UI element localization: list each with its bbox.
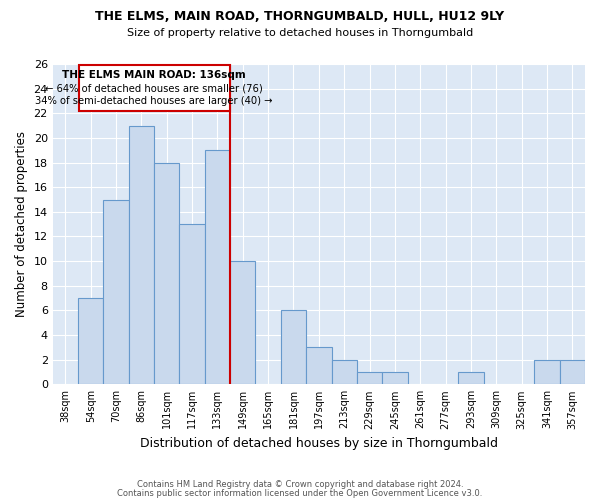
- Text: Size of property relative to detached houses in Thorngumbald: Size of property relative to detached ho…: [127, 28, 473, 38]
- Bar: [154, 162, 179, 384]
- Bar: [306, 348, 332, 385]
- Text: ← 64% of detached houses are smaller (76): ← 64% of detached houses are smaller (76…: [45, 83, 263, 93]
- Bar: [179, 224, 205, 384]
- Bar: [382, 372, 407, 384]
- Text: THE ELMS MAIN ROAD: 136sqm: THE ELMS MAIN ROAD: 136sqm: [62, 70, 246, 81]
- Bar: [230, 261, 256, 384]
- Bar: [129, 126, 154, 384]
- Text: Contains public sector information licensed under the Open Government Licence v3: Contains public sector information licen…: [118, 488, 482, 498]
- Bar: [458, 372, 484, 384]
- Bar: [357, 372, 382, 384]
- Bar: [78, 298, 103, 384]
- Bar: [560, 360, 585, 384]
- Y-axis label: Number of detached properties: Number of detached properties: [15, 131, 28, 317]
- Text: 34% of semi-detached houses are larger (40) →: 34% of semi-detached houses are larger (…: [35, 96, 273, 106]
- Bar: [103, 200, 129, 384]
- FancyBboxPatch shape: [79, 65, 230, 111]
- X-axis label: Distribution of detached houses by size in Thorngumbald: Distribution of detached houses by size …: [140, 437, 498, 450]
- Bar: [332, 360, 357, 384]
- Text: THE ELMS, MAIN ROAD, THORNGUMBALD, HULL, HU12 9LY: THE ELMS, MAIN ROAD, THORNGUMBALD, HULL,…: [95, 10, 505, 23]
- Bar: [281, 310, 306, 384]
- Text: Contains HM Land Registry data © Crown copyright and database right 2024.: Contains HM Land Registry data © Crown c…: [137, 480, 463, 489]
- Bar: [205, 150, 230, 384]
- Bar: [535, 360, 560, 384]
